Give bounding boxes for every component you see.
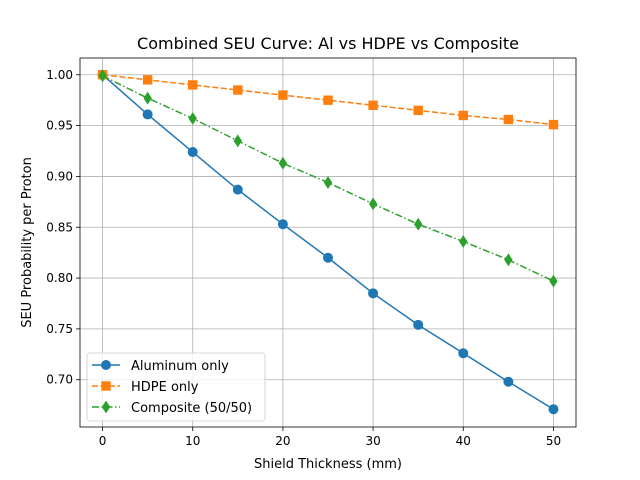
data-point-aluminum xyxy=(142,109,153,120)
data-point-composite xyxy=(233,134,243,148)
y-tick-label: 0.80 xyxy=(46,271,73,285)
x-tick-label: 20 xyxy=(275,434,290,448)
x-axis-label: Shield Thickness (mm) xyxy=(254,457,402,472)
x-tick-label: 40 xyxy=(456,434,471,448)
data-point-composite xyxy=(143,91,152,105)
plot-frame xyxy=(79,57,577,428)
y-tick-label: 1.00 xyxy=(46,68,73,82)
data-point-hdpe xyxy=(323,95,333,105)
data-point-hdpe xyxy=(233,85,243,95)
data-point-composite xyxy=(323,176,333,189)
y-tick-label: 0.70 xyxy=(46,373,73,387)
data-point-composite xyxy=(188,112,197,125)
data-point-hdpe xyxy=(503,114,514,125)
data-point-hdpe xyxy=(413,105,423,116)
legend-label-composite: Composite (50/50) xyxy=(131,401,252,416)
data-point-composite xyxy=(98,69,107,83)
data-point-aluminum xyxy=(548,404,559,415)
data-point-composite xyxy=(413,217,423,231)
data-point-hdpe xyxy=(142,75,153,85)
data-point-hdpe xyxy=(368,100,378,110)
data-point-aluminum xyxy=(323,252,333,263)
data-point-hdpe xyxy=(278,90,288,100)
legend-label-hdpe: HDPE only xyxy=(131,380,199,395)
chart-title: Combined SEU Curve: Al vs HDPE vs Compos… xyxy=(137,34,519,53)
data-point-aluminum xyxy=(232,184,243,195)
data-point-hdpe xyxy=(458,110,468,121)
data-point-hdpe xyxy=(548,119,559,130)
x-tick-label: 0 xyxy=(99,434,107,448)
series-hdpe xyxy=(97,70,559,130)
data-point-hdpe xyxy=(188,80,198,90)
x-tick-label: 10 xyxy=(185,434,200,448)
legend: Aluminum only HDPE only Composite (50/50… xyxy=(86,352,266,422)
y-axis-label: SEU Probability per Proton xyxy=(20,157,35,328)
legend-marker-aluminum xyxy=(101,360,111,370)
data-point-aluminum xyxy=(413,319,424,330)
ticks: 0 10 20 30 40 50 0.70 0.75 0.80 0.85 0.90 0.95 1.00 xyxy=(46,68,561,448)
data-point-composite xyxy=(504,253,513,267)
y-tick-label: 0.75 xyxy=(46,322,73,336)
y-tick-label: 0.90 xyxy=(46,169,73,183)
data-point-aluminum xyxy=(368,288,379,299)
data-point-aluminum xyxy=(458,348,469,359)
legend-box xyxy=(86,352,266,422)
data-point-composite xyxy=(549,274,558,288)
data-point-aluminum xyxy=(277,219,288,230)
data-point-composite xyxy=(459,235,468,248)
y-tick-label: 0.85 xyxy=(46,220,73,234)
data-point-composite xyxy=(278,156,288,170)
series-layer xyxy=(97,69,559,415)
legend-marker-hdpe xyxy=(101,381,111,391)
data-point-aluminum xyxy=(187,147,198,158)
x-tick-label: 30 xyxy=(365,434,380,448)
series-composite xyxy=(98,69,558,288)
legend-marker-composite xyxy=(101,400,111,414)
data-point-aluminum xyxy=(503,376,514,387)
data-point-composite xyxy=(368,197,378,211)
legend-label-aluminum: Aluminum only xyxy=(131,359,229,374)
y-tick-label: 0.95 xyxy=(46,119,73,133)
x-tick-label: 50 xyxy=(546,434,561,448)
